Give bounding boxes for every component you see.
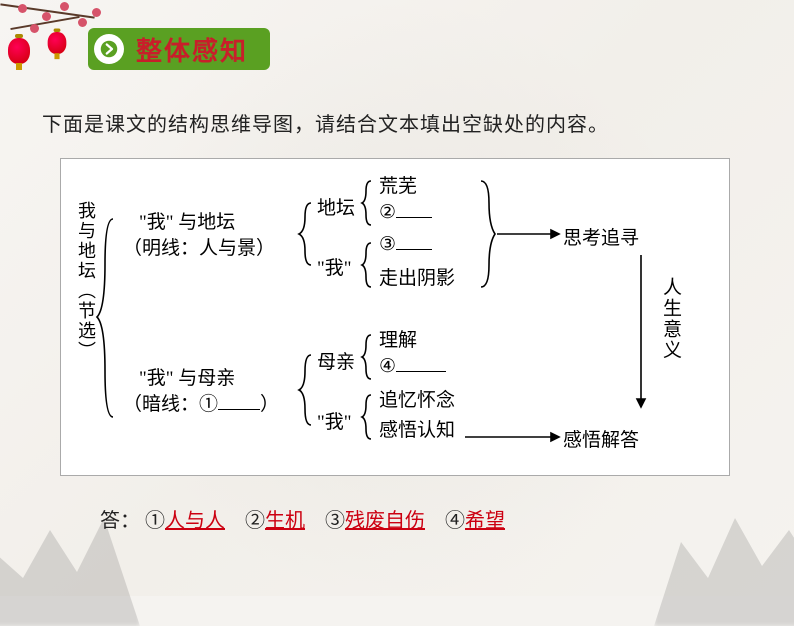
answer-2: 生机	[265, 510, 305, 532]
answer-prefix: 答：	[100, 510, 140, 532]
a-sub2-leaf2: 走出阴影	[379, 263, 455, 290]
section-header: 整体感知	[88, 28, 270, 70]
mind-map-diagram: 我与地坛（节选） "我" 与地坛 （明线：人与景） 地坛 荒芜 ② "我" ③ …	[60, 158, 730, 476]
a-sub2-leaf1: ③	[379, 233, 432, 256]
b-sub1-leaf2: ④	[379, 355, 446, 378]
a-sub1-leaf1: 荒芜	[379, 171, 417, 198]
b-sub2-leaf2: 感悟认知	[379, 415, 455, 442]
right-result-2: 感悟解答	[563, 425, 639, 452]
branch-b-line2: （暗线：①）	[123, 389, 279, 416]
b-sub1-label: 母亲	[317, 347, 355, 374]
b-sub2-label: "我"	[317, 407, 352, 434]
a-sub2-label: "我"	[317, 253, 352, 280]
branch-a-line1: "我" 与地坛	[139, 207, 235, 234]
right-result-1: 思考追寻	[563, 223, 639, 250]
chevron-circle-icon	[94, 34, 124, 64]
intro-text: 下面是课文的结构思维导图，请结合文本填出空缺处的内容。	[42, 108, 609, 137]
lantern-icon	[8, 38, 30, 64]
root-label: 我与地坛（节选）	[73, 201, 99, 361]
answer-1: 人与人	[165, 510, 225, 532]
right-vertical: 人生意义	[657, 277, 684, 361]
answer-3: 残废自伤	[345, 510, 425, 532]
branch-a-line2: （明线：人与景）	[123, 233, 275, 260]
b-sub1-leaf1: 理解	[379, 325, 417, 352]
answer-line: 答： ①人与人 ②生机 ③残废自伤 ④希望	[100, 504, 505, 533]
answer-4: 希望	[465, 510, 505, 532]
a-sub1-leaf2: ②	[379, 201, 432, 224]
branch-b-line1: "我" 与母亲	[139, 363, 235, 390]
a-sub1-label: 地坛	[317, 193, 355, 220]
section-title: 整体感知	[136, 31, 248, 68]
b-sub2-leaf1: 追忆怀念	[379, 385, 455, 412]
lantern-icon	[48, 32, 67, 54]
